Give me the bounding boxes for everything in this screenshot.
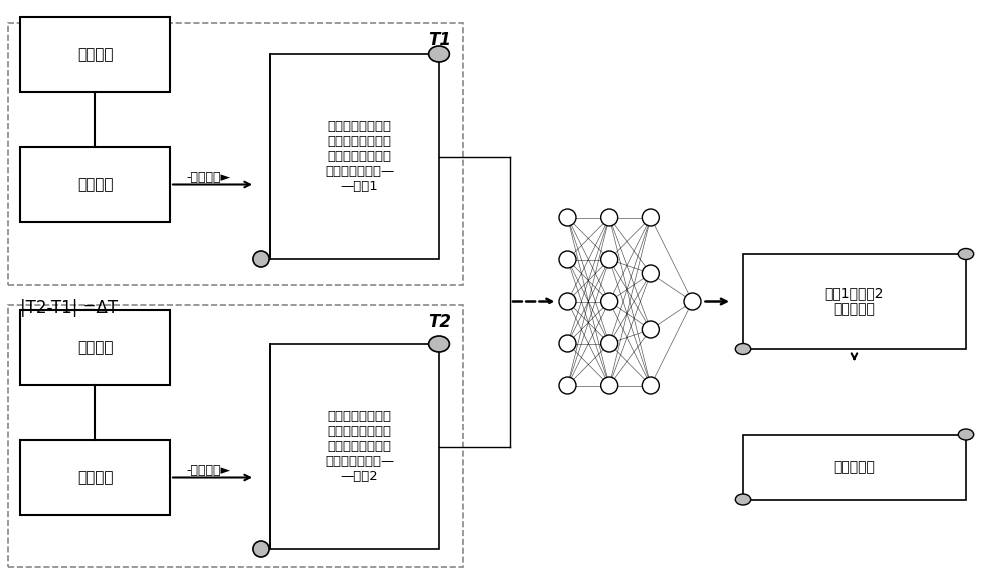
Text: T2: T2 <box>428 313 451 331</box>
FancyBboxPatch shape <box>8 23 463 285</box>
Ellipse shape <box>958 429 974 440</box>
Ellipse shape <box>958 249 974 260</box>
Text: T1: T1 <box>428 31 451 49</box>
FancyBboxPatch shape <box>20 310 170 385</box>
Circle shape <box>601 377 618 394</box>
Text: |T2-T1| =ΔT: |T2-T1| =ΔT <box>20 299 118 317</box>
FancyBboxPatch shape <box>270 344 439 549</box>
Text: -测量获取►: -测量获取► <box>186 464 230 477</box>
FancyBboxPatch shape <box>8 305 463 567</box>
Text: 控制电路: 控制电路 <box>77 177 113 192</box>
Ellipse shape <box>253 541 269 557</box>
FancyBboxPatch shape <box>270 54 439 259</box>
Ellipse shape <box>253 251 269 267</box>
Text: 控制电路: 控制电路 <box>77 470 113 485</box>
Ellipse shape <box>429 336 449 352</box>
Circle shape <box>642 377 659 394</box>
Ellipse shape <box>735 494 751 505</box>
Text: 环境中磁通量的信
息、环境中电场的
信息、环境中量子
噪音的波动信息—
—信息1: 环境中磁通量的信 息、环境中电场的 信息、环境中量子 噪音的波动信息— —信息1 <box>325 120 394 193</box>
Circle shape <box>642 265 659 282</box>
Circle shape <box>642 209 659 226</box>
Circle shape <box>559 293 576 310</box>
Text: 超导电路: 超导电路 <box>77 47 113 62</box>
FancyBboxPatch shape <box>20 440 170 515</box>
FancyBboxPatch shape <box>743 434 966 500</box>
Ellipse shape <box>429 46 449 62</box>
Circle shape <box>684 293 701 310</box>
Circle shape <box>642 321 659 338</box>
Text: 信息1和信息2
的关联关系: 信息1和信息2 的关联关系 <box>825 286 884 317</box>
Text: -测量获取►: -测量获取► <box>186 171 230 184</box>
FancyBboxPatch shape <box>20 147 170 222</box>
Circle shape <box>601 209 618 226</box>
Ellipse shape <box>735 343 751 354</box>
Circle shape <box>601 251 618 268</box>
FancyBboxPatch shape <box>20 17 170 92</box>
Circle shape <box>601 335 618 352</box>
Text: 环境中磁通量的信
息、环境中电场的
信息、环境中量子
噪音的波动信息—
—信息2: 环境中磁通量的信 息、环境中电场的 信息、环境中量子 噪音的波动信息— —信息2 <box>325 410 394 483</box>
Text: 噪声谱密度: 噪声谱密度 <box>834 460 875 474</box>
Circle shape <box>559 335 576 352</box>
Circle shape <box>559 251 576 268</box>
Circle shape <box>559 209 576 226</box>
Circle shape <box>559 377 576 394</box>
Text: 超导电路: 超导电路 <box>77 340 113 355</box>
Circle shape <box>601 293 618 310</box>
FancyBboxPatch shape <box>743 254 966 349</box>
